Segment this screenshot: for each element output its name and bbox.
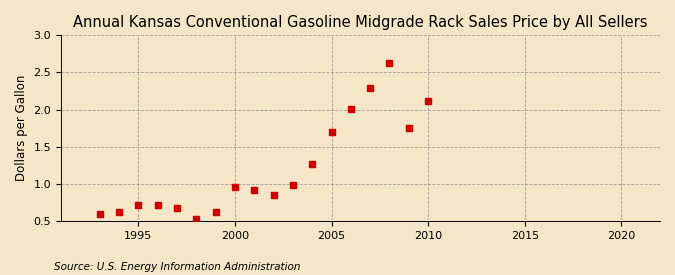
Point xyxy=(268,193,279,197)
Point xyxy=(249,188,260,192)
Point xyxy=(307,162,318,166)
Point xyxy=(230,185,240,189)
Point xyxy=(346,107,356,111)
Point xyxy=(210,210,221,214)
Point xyxy=(113,210,124,214)
Point xyxy=(404,126,414,130)
Point xyxy=(95,211,105,216)
Point xyxy=(133,202,144,207)
Point xyxy=(171,206,182,211)
Point xyxy=(423,99,433,104)
Title: Annual Kansas Conventional Gasoline Midgrade Rack Sales Price by All Sellers: Annual Kansas Conventional Gasoline Midg… xyxy=(74,15,648,30)
Y-axis label: Dollars per Gallon: Dollars per Gallon xyxy=(15,75,28,182)
Text: Source: U.S. Energy Information Administration: Source: U.S. Energy Information Administ… xyxy=(54,262,300,271)
Point xyxy=(191,217,202,221)
Point xyxy=(153,202,163,207)
Point xyxy=(364,86,375,90)
Point xyxy=(326,130,337,134)
Point xyxy=(288,182,298,187)
Point xyxy=(384,60,395,65)
